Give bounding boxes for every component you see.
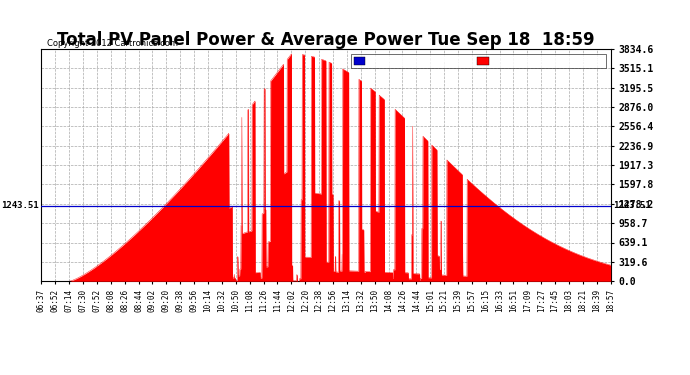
Title: Total PV Panel Power & Average Power Tue Sep 18  18:59: Total PV Panel Power & Average Power Tue… — [57, 31, 595, 49]
Text: Copyright 2012 Cartronics.com: Copyright 2012 Cartronics.com — [47, 39, 178, 48]
Legend: Average  (DC Watts), PV Panels  (DC Watts): Average (DC Watts), PV Panels (DC Watts) — [351, 54, 606, 69]
Text: 1243.51: 1243.51 — [1, 201, 39, 210]
Text: 1243.51: 1243.51 — [613, 201, 651, 210]
